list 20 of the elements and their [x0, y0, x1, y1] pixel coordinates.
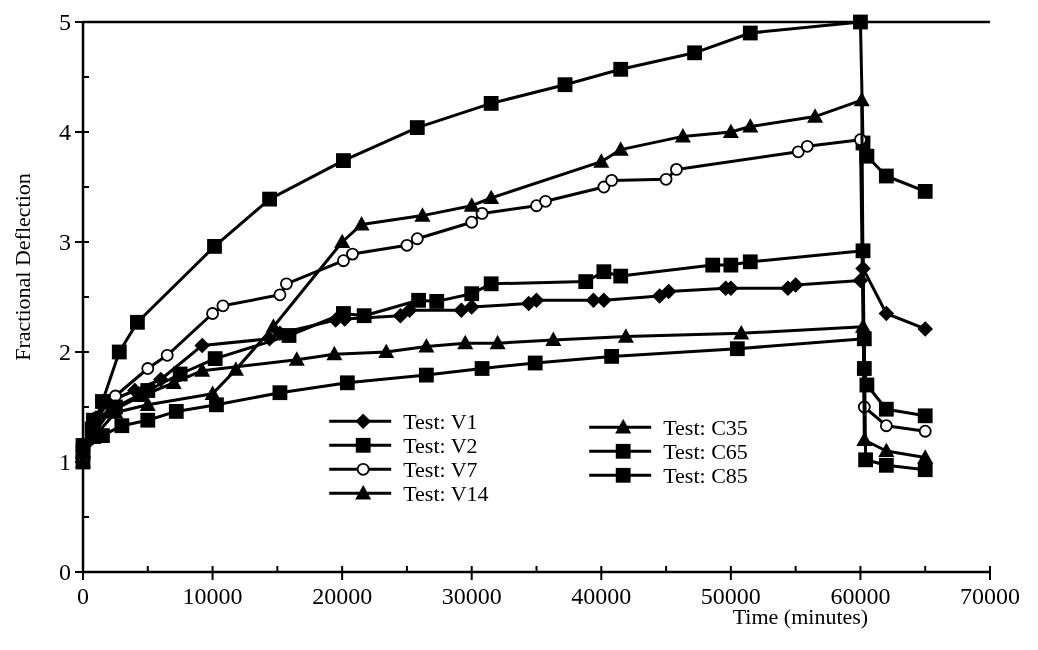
y-tick-label: 4 [59, 119, 71, 146]
x-tick-label: 70000 [960, 583, 1020, 609]
y-tick-label: 0 [59, 559, 71, 586]
legend-label: Test: V2 [403, 433, 478, 458]
y-tick-label: 5 [59, 9, 71, 36]
x-tick-label: 30000 [441, 583, 502, 609]
y-axis-title: Fractional Deflection [10, 173, 35, 361]
y-tick-label: 1 [59, 449, 71, 476]
x-tick-label: 0 [77, 583, 89, 609]
y-tick-label: 3 [59, 229, 71, 256]
legend-label: Test: V7 [403, 457, 478, 482]
x-tick-label: 20000 [312, 583, 373, 609]
legend-label: Test: C35 [663, 415, 748, 440]
x-tick-label: 10000 [182, 583, 243, 609]
legend-label: Test: V1 [403, 409, 478, 434]
y-tick-label: 2 [59, 339, 71, 366]
legend-label: Test: V14 [403, 481, 489, 506]
legend-label: Test: C65 [663, 439, 748, 464]
legend-label: Test: C85 [663, 463, 748, 488]
x-tick-label: 40000 [571, 583, 632, 609]
